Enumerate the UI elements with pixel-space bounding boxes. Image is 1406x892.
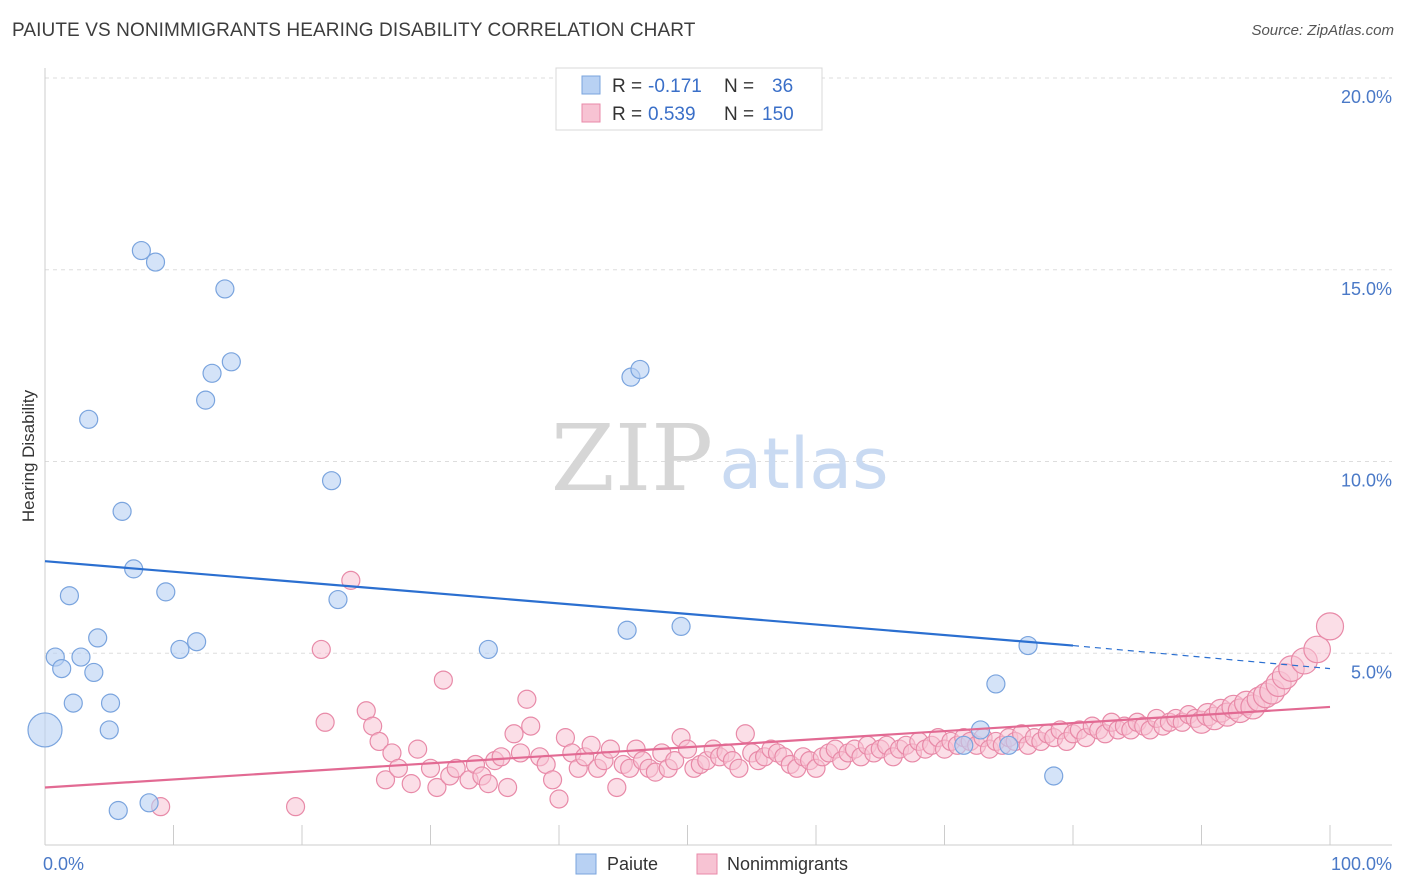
nonimmigrants-point-11	[401, 774, 421, 794]
nonimmigrants-point-41	[607, 777, 627, 798]
nonimmigrants-point-28	[521, 716, 541, 736]
legend-r-value-nonimmigrants: 0.539	[648, 104, 696, 125]
source-label: Source: ZipAtlas.com	[1251, 22, 1394, 39]
paiute-point-30	[671, 616, 691, 637]
paiute-point-9	[100, 693, 121, 713]
nonimmigrants-point-40	[600, 739, 621, 759]
nonimmigrants-point-12	[408, 739, 428, 759]
legend-n-label-nonimmigrants: N =	[724, 104, 754, 125]
paiute-point-20	[196, 390, 216, 410]
watermark: ZIP atlas	[551, 405, 889, 512]
watermark-atlas: atlas	[719, 423, 888, 505]
nonimmigrants-point-149	[1315, 612, 1345, 641]
paiute-point-8	[88, 628, 108, 648]
paiute-trend-line	[44, 560, 1074, 647]
grid-lines	[45, 77, 1392, 654]
legend-swatch-nonimmigrants	[581, 103, 601, 123]
paiute-point-34	[999, 735, 1019, 755]
nonimmigrants-point-1	[285, 797, 306, 817]
legend-n-label-paiute: N =	[724, 76, 754, 97]
nonimmigrants-point-148	[1303, 635, 1332, 664]
axes	[44, 68, 1392, 846]
nonimmigrants-point-3	[315, 712, 335, 732]
paiute-point-26	[478, 639, 498, 660]
nonimmigrants-point-24	[498, 777, 518, 798]
paiute-point-5	[71, 647, 91, 667]
nonimmigrants-point-37	[581, 735, 601, 755]
nonimmigrants-point-15	[433, 670, 453, 690]
nonimmigrants-point-31	[542, 770, 563, 790]
paiute-point-15	[139, 793, 159, 813]
nonimmigrants-point-2	[311, 639, 331, 660]
nonimmigrants-trend-line	[44, 705, 1331, 789]
paiute-point-16	[145, 252, 166, 272]
bottom-legend-swatch-nonimmigrants	[696, 853, 718, 875]
paiute-point-19	[187, 632, 207, 652]
nonimmigrants-point-60	[729, 758, 749, 778]
paiute-point-11	[108, 800, 128, 821]
paiute-point-4	[63, 693, 83, 713]
legend-n-value-nonimmigrants: 150	[762, 104, 794, 125]
nonimmigrants-point-7	[369, 731, 389, 752]
paiute-point-10	[99, 720, 119, 740]
paiute-point-33	[986, 674, 1006, 694]
nonimmigrants-point-50	[665, 751, 685, 771]
paiute-point-2	[52, 658, 72, 679]
bottom-legend-paiute: Paiute	[607, 854, 658, 874]
nonimmigrants-point-8	[375, 770, 396, 790]
y-tick-label-3: 20.0%	[1341, 87, 1392, 107]
legend-r-value-paiute: -0.171	[648, 76, 702, 97]
nonimmigrants-point-23	[491, 747, 511, 767]
y-tick-label-0: 5.0%	[1351, 662, 1392, 682]
paiute-point-3	[59, 586, 80, 606]
nonimmigrants-point-52	[677, 739, 698, 759]
legend-r-label-paiute: R =	[612, 76, 642, 97]
x-tick-label-0: 0.0%	[43, 854, 84, 874]
paiute-point-27	[617, 620, 637, 640]
nonimmigrants-point-27	[517, 689, 537, 709]
y-tick-label-1: 10.0%	[1341, 471, 1392, 491]
paiute-point-36	[1044, 766, 1064, 786]
bottom-legend-nonimmigrants: Nonimmigrants	[727, 854, 848, 874]
nonimmigrants-points	[151, 570, 1345, 817]
nonimmigrants-point-25	[504, 724, 524, 744]
paiute-point-31	[954, 735, 974, 755]
nonimmigrants-point-26	[510, 743, 531, 763]
paiute-point-21	[202, 363, 222, 383]
paiute-point-0	[27, 712, 63, 748]
paiute-point-29	[630, 359, 650, 380]
paiute-point-35	[1018, 635, 1038, 656]
paiute-point-17	[156, 582, 176, 602]
paiute-point-23	[221, 352, 241, 372]
legend-swatch-paiute	[581, 75, 601, 95]
x-tick-label-1: 100.0%	[1331, 854, 1392, 874]
paiute-point-24	[321, 471, 342, 491]
bottom-legend: Paiute Nonimmigrants	[575, 853, 848, 875]
nonimmigrants-point-32	[549, 789, 569, 809]
legend: R = -0.171 N = 36 R = 0.539 N = 150	[555, 67, 823, 131]
paiute-point-6	[79, 409, 99, 429]
nonimmigrants-point-17	[446, 758, 466, 778]
y-axis-label: Hearing Disability	[19, 389, 38, 522]
legend-r-label-nonimmigrants: R =	[612, 104, 642, 125]
paiute-point-22	[215, 279, 235, 299]
watermark-zip: ZIP	[551, 405, 713, 512]
nonimmigrants-point-61	[735, 724, 755, 744]
y-tick-label-2: 15.0%	[1341, 279, 1392, 299]
nonimmigrants-point-21	[478, 774, 498, 794]
paiute-point-14	[131, 240, 151, 261]
paiute-point-12	[112, 501, 132, 521]
nonimmigrants-point-14	[427, 777, 447, 798]
paiute-point-25	[328, 589, 348, 610]
legend-n-value-paiute: 36	[772, 76, 793, 97]
nonimmigrants-point-10	[388, 758, 408, 778]
chart-title: PAIUTE VS NONIMMIGRANTS HEARING DISABILI…	[12, 20, 696, 41]
bottom-legend-swatch-paiute	[575, 853, 597, 875]
paiute-point-18	[170, 639, 190, 660]
paiute-point-7	[84, 662, 104, 683]
tick-labels: 5.0% 10.0% 15.0% 20.0% 0.0% 100.0%	[43, 87, 1392, 874]
trend-lines	[44, 560, 1331, 789]
paiute-points	[27, 240, 1064, 821]
